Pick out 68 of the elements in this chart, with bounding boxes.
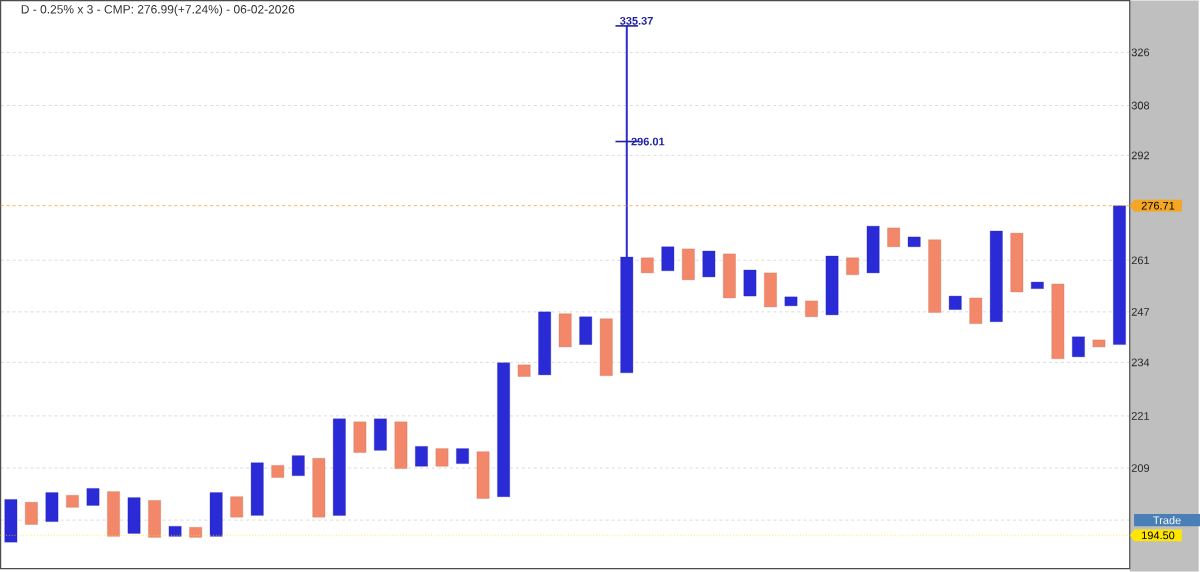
bar — [476, 451, 490, 499]
bar — [1113, 205, 1126, 345]
y-tick-label: 292 — [1131, 151, 1150, 160]
bar — [456, 448, 469, 464]
bar — [127, 497, 141, 534]
bar — [846, 257, 859, 276]
bar — [291, 455, 305, 477]
bar — [517, 364, 531, 377]
bar — [107, 491, 120, 537]
bar — [784, 296, 798, 307]
bar — [538, 311, 551, 376]
bar — [86, 488, 100, 506]
bar — [168, 526, 182, 537]
bar — [1031, 282, 1044, 289]
bar — [1051, 283, 1065, 360]
bar — [702, 251, 716, 278]
bar — [497, 362, 510, 497]
y-tick-label: 308 — [1131, 101, 1150, 110]
y-tick-label: 261 — [1131, 256, 1150, 265]
bar — [599, 318, 613, 376]
bar — [969, 297, 983, 324]
bar — [743, 270, 757, 297]
bar — [558, 313, 572, 348]
bar — [435, 448, 449, 467]
bar — [907, 236, 921, 248]
bar — [805, 300, 818, 318]
bar — [682, 248, 695, 281]
y-tick-label: 209 — [1131, 464, 1150, 473]
bar — [887, 227, 900, 248]
y-tick-label: 247 — [1131, 308, 1150, 316]
bar — [189, 527, 202, 538]
bar — [250, 462, 264, 516]
bar — [415, 446, 428, 467]
bar — [1072, 336, 1085, 358]
bar — [209, 492, 223, 537]
chart-title: D - 0.25% x 3 - CMP: 276.99(+7.24%) - 06-02-2026 — [21, 4, 295, 17]
bar — [333, 418, 346, 516]
bar — [230, 496, 244, 518]
bar — [764, 272, 777, 308]
text: Trade — [1153, 516, 1181, 525]
bar — [374, 418, 387, 451]
bar — [640, 257, 654, 274]
bar — [271, 465, 285, 478]
bar — [312, 458, 326, 518]
bar — [661, 246, 675, 272]
ref-line-label: 276.71 — [1141, 201, 1175, 210]
bar — [579, 316, 593, 345]
bar — [989, 231, 1003, 323]
bar — [394, 421, 408, 469]
y-tick-label: 326 — [1131, 48, 1150, 57]
bar — [1010, 233, 1024, 293]
ref-line-label: 194.50 — [1142, 531, 1175, 540]
bar — [353, 421, 367, 453]
bar — [948, 296, 962, 310]
bar — [928, 239, 942, 313]
bar — [45, 492, 59, 522]
annotation: 296.01 — [631, 137, 665, 146]
bar — [4, 499, 18, 543]
annotation: 335.37 — [620, 17, 653, 25]
bar — [723, 253, 736, 299]
bar — [866, 226, 880, 274]
bar — [25, 502, 38, 525]
y-tick-label: 221 — [1131, 412, 1150, 420]
bar — [66, 495, 79, 508]
bar — [148, 500, 161, 538]
bar — [1092, 339, 1106, 348]
bar — [825, 256, 839, 316]
y-tick-label: 234 — [1131, 358, 1150, 367]
